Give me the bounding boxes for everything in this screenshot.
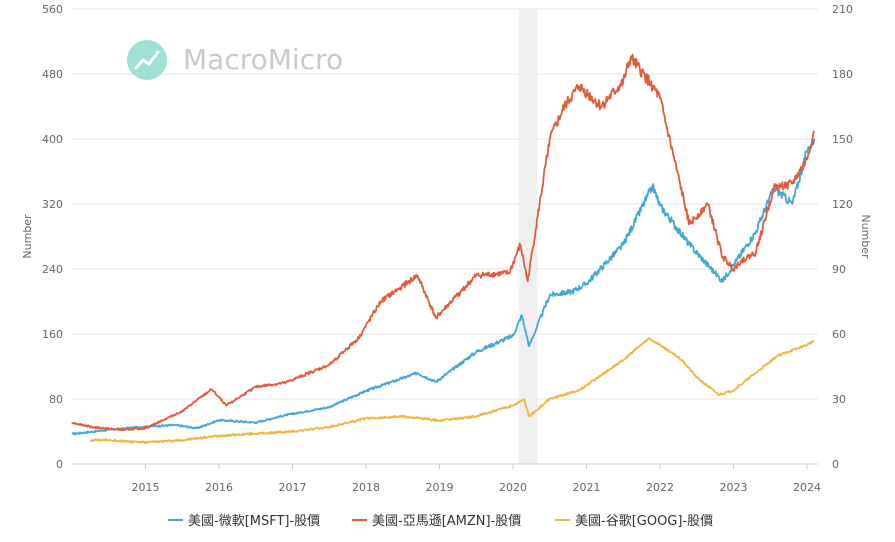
y-right-tick-label: 150 — [832, 133, 853, 146]
y-right-tick-label: 90 — [832, 263, 846, 276]
y-right-tick-label: 30 — [832, 393, 846, 406]
series-line — [89, 337, 815, 444]
y-left-tick-label: 480 — [42, 68, 63, 81]
y-left-tick-label: 0 — [56, 458, 63, 471]
legend-label: 美國-微軟[MSFT]-股價 — [188, 513, 320, 529]
y-right-tick-label: 120 — [832, 198, 853, 211]
x-tick-label: 2023 — [719, 481, 747, 494]
x-tick-label: 2018 — [352, 481, 380, 494]
legend-item[interactable]: 美國-谷歌[GOOG]-股價 — [555, 514, 713, 529]
legend-label: 美國-谷歌[GOOG]-股價 — [575, 514, 713, 529]
x-tick-label: 2015 — [131, 481, 159, 494]
y-right-tick-label: 0 — [832, 458, 839, 471]
axes: 0 80 160 240 320 400 480 560 0 30 60 90 120 150 180 210… — [42, 3, 853, 494]
y-left-tick-label: 160 — [42, 328, 63, 341]
legend: 美國-微軟[MSFT]-股價 美國-亞馬遜[AMZN]-股價 美國-谷歌[GOOG]… — [168, 513, 713, 529]
x-tick-label: 2019 — [425, 481, 453, 494]
watermark-logo-icon — [127, 40, 167, 80]
legend-item[interactable]: 美國-亞馬遜[AMZN]-股價 — [352, 514, 521, 529]
y-right-tick-label: 180 — [832, 68, 853, 81]
x-tick-label: 2017 — [278, 481, 306, 494]
x-tick-label: 2020 — [499, 481, 527, 494]
y-right-tick-label: 210 — [832, 3, 853, 16]
y-left-tick-label: 240 — [42, 263, 63, 276]
y-left-tick-label: 400 — [42, 133, 63, 146]
x-tick-label: 2021 — [572, 481, 600, 494]
y-axis-left-title: Number — [21, 214, 34, 259]
series-lines — [71, 53, 816, 444]
legend-label: 美國-亞馬遜[AMZN]-股價 — [372, 514, 521, 529]
shaded-period — [518, 9, 538, 464]
watermark: MacroMicro — [127, 40, 343, 80]
x-tick-label: 2016 — [205, 481, 233, 494]
y-left-tick-label: 560 — [42, 3, 63, 16]
watermark-text: MacroMicro — [183, 43, 343, 76]
series-line — [71, 53, 816, 432]
x-tick-label: 2022 — [646, 481, 674, 494]
series-line — [71, 137, 816, 436]
watermark-chart-icon — [134, 50, 160, 70]
y-left-tick-label: 320 — [42, 198, 63, 211]
gridlines — [72, 8, 818, 465]
x-tick-label: 2024 — [793, 481, 821, 494]
legend-item[interactable]: 美國-微軟[MSFT]-股價 — [168, 513, 320, 529]
y-right-tick-label: 60 — [832, 328, 846, 341]
y-axis-right-title: Number — [859, 214, 872, 259]
y-left-tick-label: 80 — [49, 393, 63, 406]
